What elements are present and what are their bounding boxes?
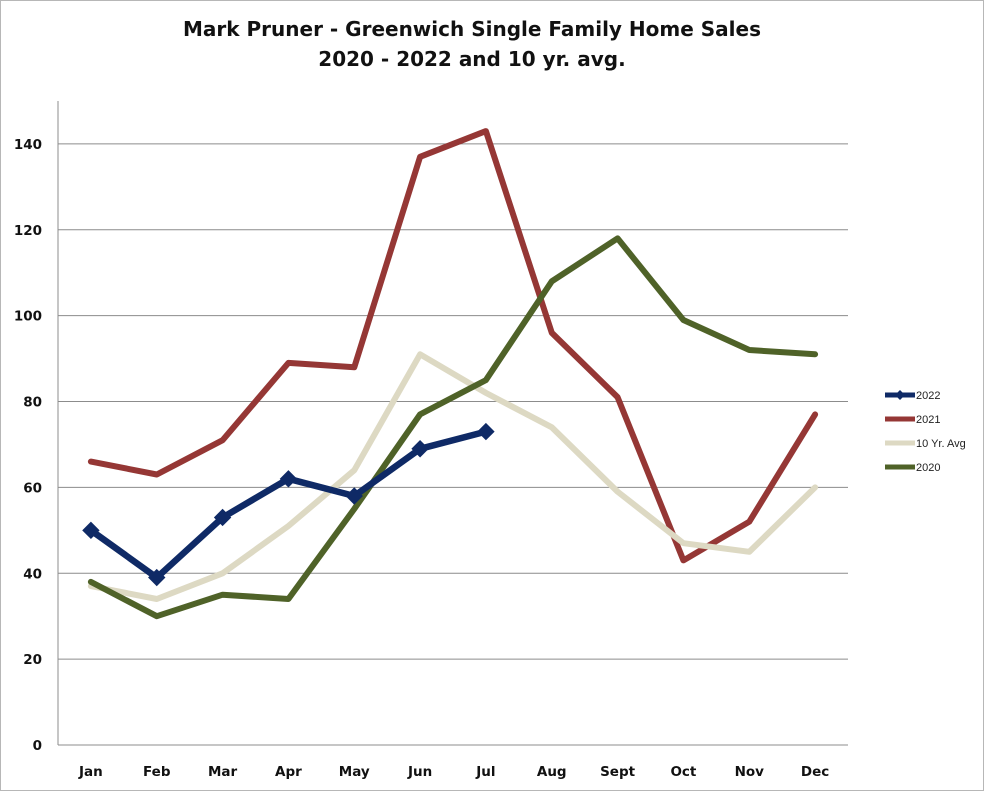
x-tick-label-sept: Sept [600,764,636,780]
x-tick-label-aug: Aug [537,764,567,780]
x-tick-label-oct: Oct [670,764,696,780]
series-line-2020 [87,235,819,620]
x-tick-label-jun: Jun [407,764,432,780]
y-tick-label-60: 60 [23,480,42,496]
series-line-10-yr-avg [87,351,819,602]
x-tick-label-jan: Jan [78,764,103,780]
point-2022-mar [213,508,232,527]
y-tick-label-20: 20 [23,652,42,668]
legend-label-2020: 2020 [916,462,940,474]
x-tick-label-dec: Dec [801,764,829,780]
point-2022-jan [82,521,100,540]
series-line-2022 [87,428,490,581]
y-tick-label-140: 140 [14,137,42,153]
point-2022-jun [411,440,429,458]
x-tick-label-mar: Mar [208,764,238,780]
point-2022-jul [477,422,495,441]
y-tick-label-120: 120 [14,223,42,239]
x-tick-label-may: May [339,764,370,780]
x-tick-label-jul: Jul [475,764,495,780]
chart-subtitle: 2020 - 2022 and 10 yr. avg. [318,47,626,71]
y-tick-label-0: 0 [33,738,42,754]
chart-title-block: Mark Pruner - Greenwich Single Family Ho… [0,14,944,74]
x-tick-label-feb: Feb [143,764,171,780]
x-tick-label-nov: Nov [735,764,765,780]
y-tick-label-100: 100 [14,309,42,325]
legend-marker-2022 [895,390,905,400]
series-line-2021 [87,128,819,564]
point-2022-may [345,487,363,505]
legend-label-10-yr-avg: 10 Yr. Avg [916,438,966,450]
legend-label-2021: 2021 [916,414,940,426]
legend-label-2022: 2022 [916,390,940,402]
point-2022-feb [148,568,166,587]
y-tick-label-80: 80 [23,395,42,411]
point-2022-apr [279,470,298,488]
y-tick-label-40: 40 [23,566,42,582]
x-tick-label-apr: Apr [275,764,302,780]
chart-title: Mark Pruner - Greenwich Single Family Ho… [182,17,762,41]
